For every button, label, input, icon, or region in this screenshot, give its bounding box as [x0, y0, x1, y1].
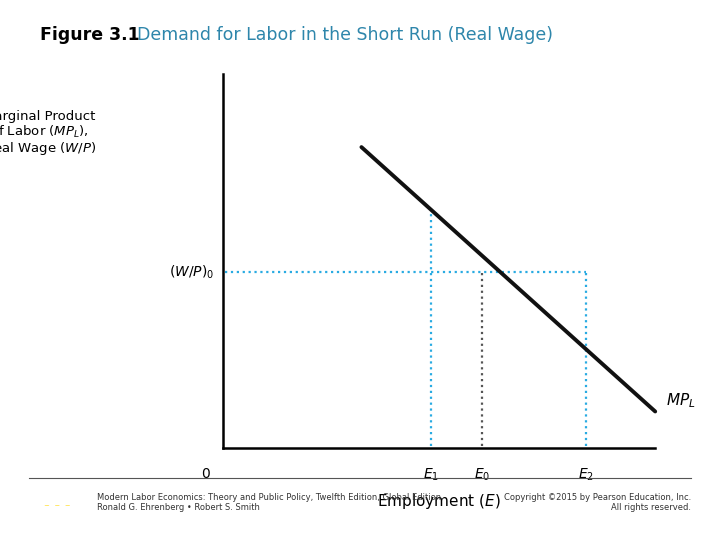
Text: Copyright ©2015 by Pearson Education, Inc.: Copyright ©2015 by Pearson Education, In… — [504, 494, 691, 502]
Text: $(\mathit{W}/\mathit{P})_0$: $(\mathit{W}/\mathit{P})_0$ — [169, 263, 215, 281]
Text: Marginal Product: Marginal Product — [0, 110, 96, 123]
Text: $\mathit{E}_1$: $\mathit{E}_1$ — [423, 467, 438, 483]
Text: $\mathit{E}_2$: $\mathit{E}_2$ — [578, 467, 594, 483]
Text: of Labor $(\mathit{MP}_L)$,: of Labor $(\mathit{MP}_L)$, — [0, 124, 89, 140]
Text: All rights reserved.: All rights reserved. — [611, 503, 691, 512]
Text: Ronald G. Ehrenberg • Robert S. Smith: Ronald G. Ehrenberg • Robert S. Smith — [97, 503, 260, 512]
Text: Modern Labor Economics: Theory and Public Policy, Twelfth Edition, Global Editio: Modern Labor Economics: Theory and Publi… — [97, 494, 441, 502]
Text: Employment $(\mathit{E})$: Employment $(\mathit{E})$ — [377, 492, 501, 511]
Text: Real Wage $(\mathit{W}/\mathit{P})$: Real Wage $(\mathit{W}/\mathit{P})$ — [0, 140, 96, 157]
Text: Demand for Labor in the Short Run (Real Wage): Demand for Labor in the Short Run (Real … — [126, 26, 553, 44]
Text: Figure 3.1: Figure 3.1 — [40, 26, 140, 44]
Text: ~  ~  ~: ~ ~ ~ — [45, 503, 71, 509]
Text: $\mathit{MP}_L$: $\mathit{MP}_L$ — [666, 391, 696, 410]
Text: $\mathit{E}_0$: $\mathit{E}_0$ — [474, 467, 490, 483]
Text: 0: 0 — [202, 467, 210, 481]
Text: PEARSON: PEARSON — [33, 489, 82, 497]
